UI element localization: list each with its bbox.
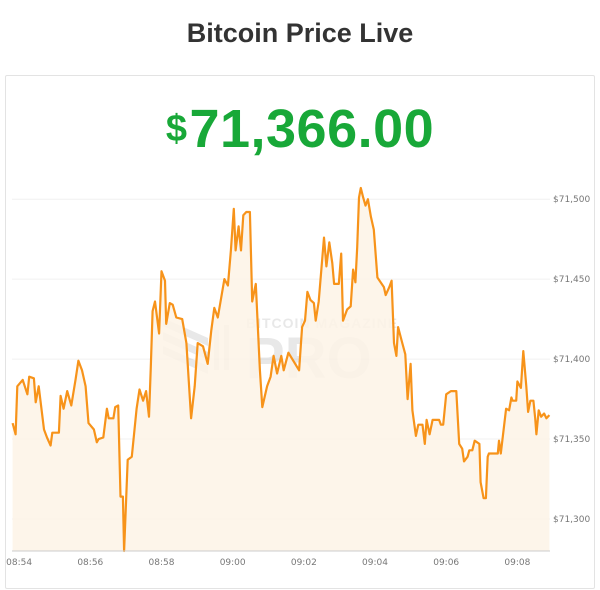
x-tick-label: 09:04 (362, 558, 388, 568)
x-tick-label: 08:54 (6, 558, 32, 568)
x-tick-label: 08:58 (149, 558, 175, 568)
y-tick-label: $71,400 (553, 355, 590, 365)
y-axis-ticks: $71,300 $71,350 $71,400 $71,450 $71,500 (553, 195, 590, 525)
x-tick-label: 09:08 (504, 558, 530, 568)
currency-symbol: $ (165, 108, 188, 150)
x-tick-label: 09:00 (220, 558, 246, 568)
y-tick-label: $71,450 (553, 275, 590, 285)
x-tick-label: 09:02 (291, 558, 317, 568)
price-line (11, 186, 551, 553)
chart-card (5, 75, 595, 589)
y-tick-label: $71,350 (553, 435, 590, 445)
x-tick-label: 08:56 (77, 558, 103, 568)
y-tick-label: $71,500 (553, 195, 590, 205)
x-tick-label: 09:06 (433, 558, 459, 568)
page-title: Bitcoin Price Live (186, 18, 414, 48)
x-axis-ticks: 08:54 08:56 08:58 09:00 09:02 09:04 09:06 09:08 (6, 558, 530, 568)
current-price: $71,366.00 (0, 98, 600, 160)
y-tick-label: $71,300 (553, 515, 590, 525)
price-value: 71,366.00 (189, 99, 435, 159)
price-area (12, 188, 550, 551)
